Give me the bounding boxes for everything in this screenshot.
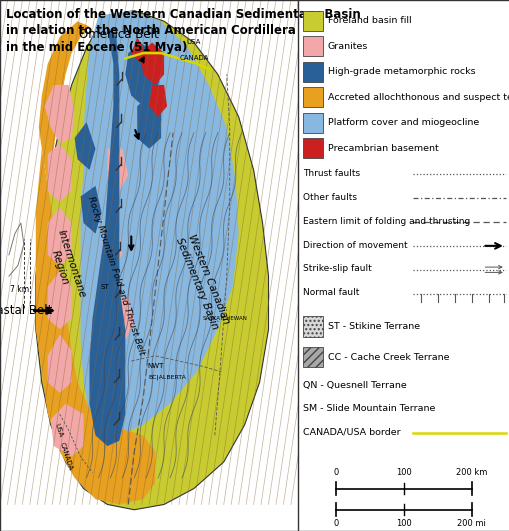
Text: QN - Quesnell Terrane: QN - Quesnell Terrane [302, 381, 406, 390]
Text: 200 km: 200 km [456, 468, 487, 477]
Text: 100: 100 [395, 468, 411, 477]
Text: ST: ST [100, 284, 108, 290]
Text: Direction of movement: Direction of movement [302, 241, 406, 250]
Text: 200 mi: 200 mi [457, 519, 486, 528]
Polygon shape [36, 11, 268, 510]
Text: High-grade metamorphic rocks: High-grade metamorphic rocks [327, 67, 475, 76]
Text: Location of the Western Canadian Sedimentary Basin
in relation to the North Amer: Location of the Western Canadian Sedimen… [6, 8, 360, 54]
Polygon shape [137, 96, 161, 149]
Text: Eastern limit of folding and thrusting: Eastern limit of folding and thrusting [302, 217, 469, 226]
Text: 0: 0 [333, 468, 338, 477]
Bar [302, 62, 322, 82]
Text: Foreland basin fill: Foreland basin fill [327, 16, 411, 25]
Bar [302, 36, 322, 56]
Polygon shape [48, 207, 71, 266]
Text: 7 km: 7 km [10, 285, 29, 294]
Polygon shape [80, 11, 238, 435]
Polygon shape [50, 404, 83, 457]
Polygon shape [149, 85, 167, 117]
Text: Granites: Granites [327, 42, 367, 50]
Text: Accreted allochthonous and suspect terranes: Accreted allochthonous and suspect terra… [327, 93, 509, 101]
Text: BC|ALBERTA: BC|ALBERTA [148, 374, 186, 380]
Text: 100: 100 [395, 519, 411, 528]
Text: USA: USA [186, 39, 201, 46]
Text: Intermontane
Region: Intermontane Region [44, 228, 87, 303]
Polygon shape [107, 149, 128, 191]
Polygon shape [101, 228, 122, 266]
Text: SM - Slide Mountain Terrane: SM - Slide Mountain Terrane [302, 404, 434, 413]
Text: CANADA/USA border: CANADA/USA border [302, 428, 400, 437]
Bar [302, 138, 322, 158]
Polygon shape [125, 42, 161, 106]
Text: Coastal Belt: Coastal Belt [0, 304, 52, 317]
Text: 0: 0 [333, 519, 338, 528]
Text: CANADA: CANADA [58, 442, 73, 472]
Bar [302, 11, 322, 31]
Polygon shape [131, 37, 143, 64]
Text: Platform cover and miogeocline: Platform cover and miogeocline [327, 118, 478, 127]
Text: Thrust faults: Thrust faults [302, 169, 359, 178]
Polygon shape [45, 85, 74, 143]
Bar [302, 316, 322, 337]
Polygon shape [113, 297, 134, 340]
Polygon shape [80, 186, 101, 234]
Text: Rocky Mountain Fold and Thrust Belt: Rocky Mountain Fold and Thrust Belt [86, 195, 146, 357]
Polygon shape [74, 122, 95, 170]
Bar [302, 347, 322, 367]
Text: USA: USA [53, 422, 63, 438]
Bar [302, 87, 322, 107]
Bar [302, 113, 322, 133]
Text: Normal fault: Normal fault [302, 288, 358, 297]
Text: Omenica Belt: Omenica Belt [79, 28, 159, 41]
Text: SASKATCHEWAN: SASKATCHEWAN [203, 316, 247, 321]
Text: Strike-slip fault: Strike-slip fault [302, 264, 371, 273]
Text: CANADA: CANADA [179, 55, 208, 62]
Text: NWT: NWT [147, 363, 163, 370]
Polygon shape [48, 143, 71, 202]
Polygon shape [48, 271, 71, 329]
Polygon shape [140, 42, 164, 85]
Polygon shape [90, 27, 125, 446]
Text: CC - Cache Creek Terrane: CC - Cache Creek Terrane [327, 353, 448, 362]
Text: Precambrian basement: Precambrian basement [327, 144, 438, 152]
Polygon shape [36, 149, 155, 504]
Polygon shape [39, 21, 90, 186]
Text: Western Canadian
Sedimentary Basin: Western Canadian Sedimentary Basin [174, 232, 231, 331]
Polygon shape [48, 335, 71, 393]
Text: Other faults: Other faults [302, 193, 356, 202]
Text: ST - Stikine Terrane: ST - Stikine Terrane [327, 322, 419, 331]
